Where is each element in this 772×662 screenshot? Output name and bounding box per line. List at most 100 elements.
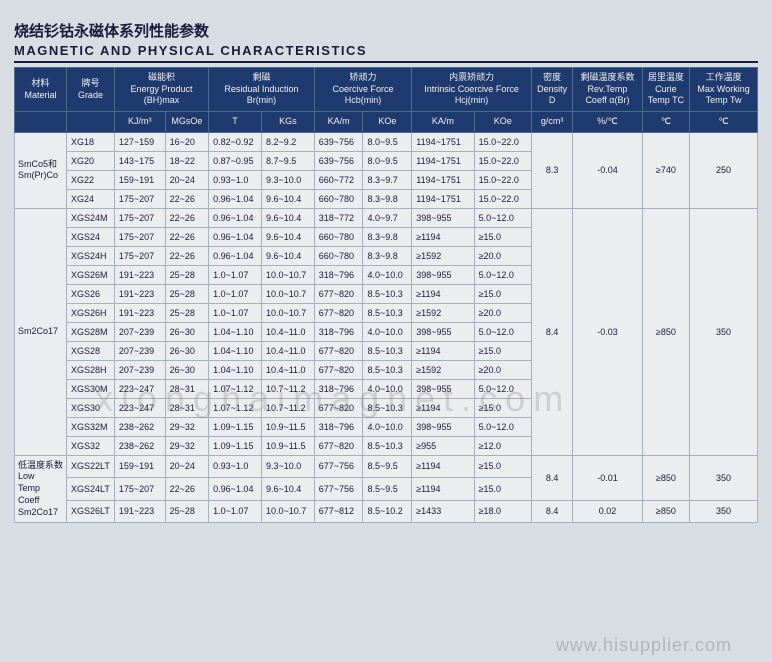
data-cell: 0.96~1.04 [209,246,262,265]
data-cell: 8.0~9.5 [363,151,412,170]
data-cell: XGS30M [67,379,115,398]
data-cell: 318~796 [314,379,363,398]
data-cell: 1194~1751 [412,132,474,151]
data-cell: 223~247 [114,379,165,398]
unit-header: KJ/m³ [114,112,165,133]
data-cell: 8.5~10.3 [363,398,412,417]
summary-cell: 250 [690,132,758,208]
data-cell: 8.3~9.7 [363,170,412,189]
table-row: SmCo5和Sm(Pr)CoXG18127~15916~200.82~0.928… [15,132,758,151]
data-cell: ≥1194 [412,455,474,477]
data-cell: 0.96~1.04 [209,189,262,208]
data-cell: 639~756 [314,132,363,151]
title-cn: 烧结钐钴永磁体系列性能参数 [14,20,758,41]
col-header: 剩磁Residual Induction Br(min) [209,68,315,112]
data-cell: 8.5~9.5 [363,478,412,500]
summary-cell: ≥850 [642,455,689,500]
data-cell: 25~28 [165,500,209,523]
unit-header: KOe [363,112,412,133]
unit-header: g/cm³ [531,112,572,133]
data-cell: 8.5~10.3 [363,303,412,322]
data-cell: 0.96~1.04 [209,208,262,227]
data-cell: 10.4~11.0 [261,341,314,360]
data-cell: 677~820 [314,303,363,322]
summary-cell: ≥850 [642,208,689,455]
data-cell: 677~756 [314,478,363,500]
data-cell: 1.04~1.10 [209,341,262,360]
data-cell: 26~30 [165,322,209,341]
summary-cell: ≥850 [642,500,689,523]
data-cell: 398~955 [412,208,474,227]
data-cell: 398~955 [412,322,474,341]
summary-cell: 8.4 [531,455,572,500]
data-cell: 660~780 [314,246,363,265]
col-header: 内禀矫顽力Intrinsic Coercive Force Hcj(min) [412,68,532,112]
unit-header [15,112,67,133]
data-cell: 10.4~11.0 [261,322,314,341]
data-cell: ≥1194 [412,227,474,246]
unit-header: KA/m [412,112,474,133]
data-cell: 175~207 [114,246,165,265]
data-cell: XGS30 [67,398,115,417]
table-row: XGS26LT191~22325~281.0~1.0710.0~10.7677~… [15,500,758,523]
data-cell: 159~191 [114,455,165,477]
data-cell: ≥1194 [412,398,474,417]
summary-cell: 350 [690,455,758,500]
data-cell: 639~756 [314,151,363,170]
data-cell: 8.2~9.2 [261,132,314,151]
data-cell: 8.5~10.2 [363,500,412,523]
data-cell: XGS28H [67,360,115,379]
data-cell: 9.3~10.0 [261,455,314,477]
unit-header: KOe [474,112,531,133]
data-cell: 22~26 [165,246,209,265]
data-cell: 0.82~0.92 [209,132,262,151]
data-cell: 1.0~1.07 [209,284,262,303]
data-cell: 9.6~10.4 [261,478,314,500]
data-cell: 10.7~11.2 [261,398,314,417]
data-cell: ≥1592 [412,246,474,265]
unit-header: ℃ [642,112,689,133]
data-cell: 22~26 [165,189,209,208]
data-cell: 29~32 [165,436,209,455]
data-cell: 175~207 [114,208,165,227]
data-cell: 0.96~1.04 [209,227,262,246]
watermark-supplier: www.hisupplier.com [556,635,732,656]
data-cell: 175~207 [114,478,165,500]
data-cell: 191~223 [114,265,165,284]
data-cell: 318~796 [314,417,363,436]
data-cell: 10.7~11.2 [261,379,314,398]
data-cell: XG18 [67,132,115,151]
col-header: 密度Density D [531,68,572,112]
data-cell: 677~820 [314,436,363,455]
data-cell: ≥1592 [412,360,474,379]
data-cell: ≥955 [412,436,474,455]
col-header: 居里温度Curie Temp TC [642,68,689,112]
data-cell: 9.6~10.4 [261,189,314,208]
data-cell: 1194~1751 [412,170,474,189]
summary-cell: 8.4 [531,208,572,455]
data-cell: 191~223 [114,303,165,322]
col-header: 牌号Grade [67,68,115,112]
data-cell: 1.09~1.15 [209,417,262,436]
col-header: 矫顽力Coercive Force Hcb(min) [314,68,412,112]
data-cell: 8.0~9.5 [363,132,412,151]
data-cell: XGS26M [67,265,115,284]
data-cell: 1.0~1.07 [209,265,262,284]
data-cell: 0.87~0.95 [209,151,262,170]
col-header: 剩磁温度系数Rev.Temp Coeff α(Br) [573,68,642,112]
data-cell: 9.6~10.4 [261,208,314,227]
summary-cell: 8.3 [531,132,572,208]
data-cell: 127~159 [114,132,165,151]
data-cell: 207~239 [114,322,165,341]
data-cell: XGS24M [67,208,115,227]
data-cell: 9.6~10.4 [261,227,314,246]
data-cell: 9.6~10.4 [261,246,314,265]
data-cell: 143~175 [114,151,165,170]
data-cell: XGS22LT [67,455,115,477]
data-cell: 677~812 [314,500,363,523]
data-cell: 318~796 [314,265,363,284]
data-cell: 1194~1751 [412,189,474,208]
summary-cell: -0.01 [573,455,642,500]
data-cell: 4.0~10.0 [363,417,412,436]
material-cell: Sm2Co17 [15,208,67,455]
